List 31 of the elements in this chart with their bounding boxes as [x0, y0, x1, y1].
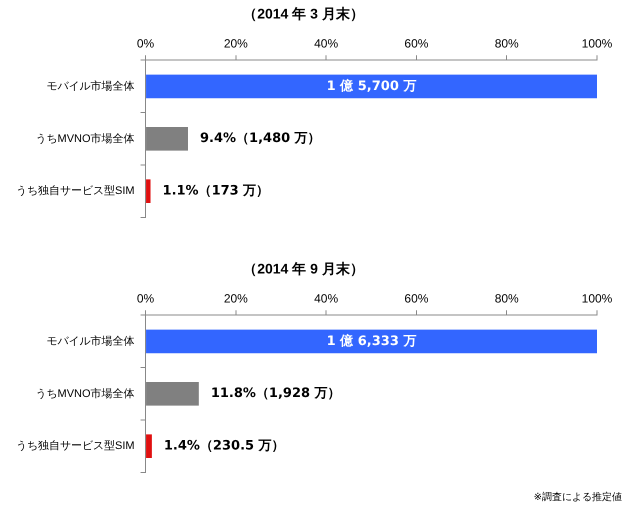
- y-tick-label: うち独自サービス型SIM: [16, 184, 135, 198]
- annotation: 1 億 5,700 万: [326, 78, 416, 94]
- y-tick-label: うちMVNO市場全体: [36, 132, 135, 145]
- y-tick-label: うち独自サービス型SIM: [16, 439, 135, 452]
- x-tick-label: 80%: [494, 36, 520, 50]
- x-tick-label: 100%: [582, 291, 613, 306]
- bar: [146, 179, 151, 203]
- text: ※調査による推定値: [534, 490, 622, 504]
- chart-title: （2014 年 9 月末）: [243, 260, 364, 276]
- x-tick-label: 40%: [314, 291, 338, 306]
- data-label: 11.8%（1,928 万）: [210, 386, 341, 402]
- data-label: 1.1%（173 万）: [162, 184, 270, 199]
- data-label: 9.4%（1,480 万）: [200, 131, 321, 146]
- bar: [146, 74, 597, 98]
- bar: [146, 330, 597, 354]
- x-tick-label: 20%: [224, 36, 248, 50]
- y-tick-label: モバイル市場全体: [46, 334, 135, 348]
- y-tick-label: うちMVNO市場全体: [36, 386, 135, 400]
- x-tick-label: 20%: [224, 291, 248, 306]
- x-tick-label: 60%: [404, 36, 429, 50]
- x-tick-label: 60%: [404, 291, 429, 306]
- x-tick-label: 100%: [582, 36, 613, 50]
- y-tick-label: モバイル市場全体: [46, 79, 135, 92]
- x-tick-label: 40%: [314, 36, 338, 50]
- chart-title: （2014 年 3 月末）: [243, 5, 364, 22]
- x-tick-label: 0%: [136, 36, 155, 50]
- x-tick-label: 80%: [494, 291, 520, 306]
- data-label: 1.4%（230.5 万）: [164, 438, 285, 454]
- annotation: 1 億 6,333 万: [326, 332, 416, 349]
- x-tick-label: 0%: [136, 291, 155, 306]
- bar: [146, 434, 152, 458]
